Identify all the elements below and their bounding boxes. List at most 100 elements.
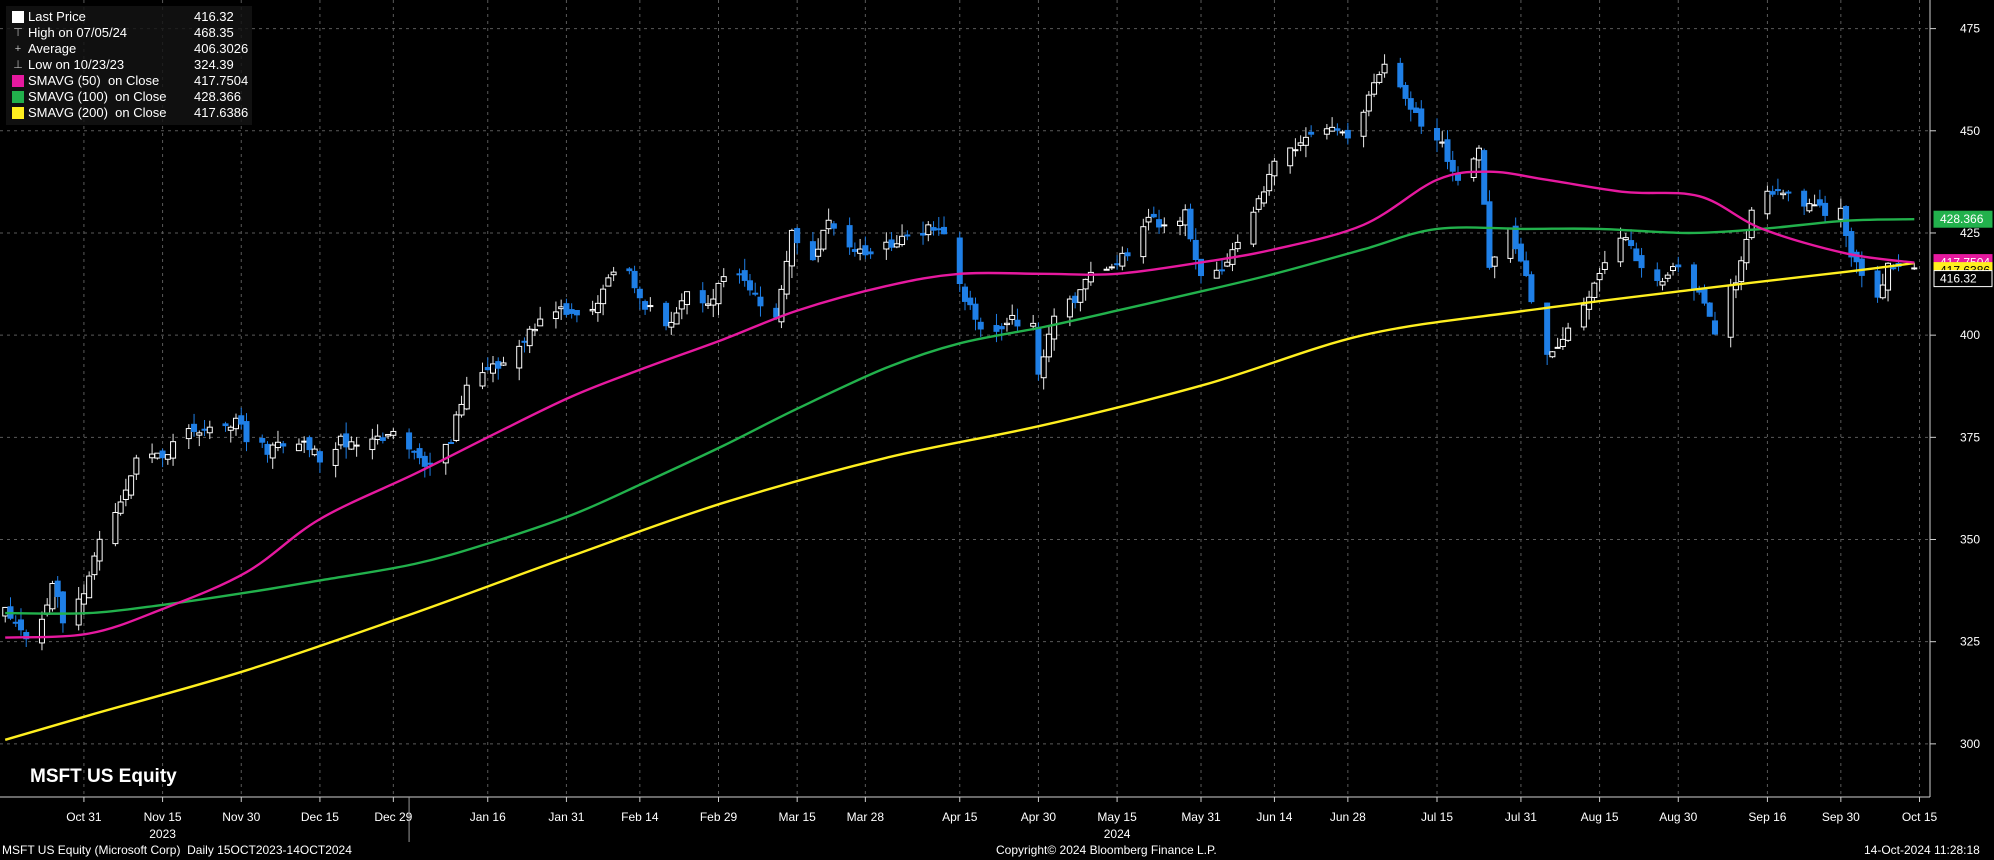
- candle-down: [1774, 189, 1781, 192]
- candle-up: [1119, 252, 1126, 267]
- candle-up: [1140, 226, 1147, 258]
- candle-down: [956, 237, 963, 285]
- candle-down: [636, 288, 643, 299]
- candle-down: [741, 270, 748, 281]
- candle-down: [1633, 248, 1640, 262]
- candle-down: [563, 303, 570, 315]
- candle-up: [610, 271, 617, 276]
- candle-up: [1066, 298, 1073, 318]
- candle-up: [500, 362, 507, 366]
- candle-down: [1785, 191, 1792, 194]
- plus-icon: +: [14, 43, 22, 55]
- candle-up: [75, 598, 82, 626]
- candle-down: [54, 580, 61, 598]
- candle-up: [1559, 338, 1566, 347]
- candle-down: [306, 437, 313, 451]
- candle-up: [1103, 268, 1110, 271]
- candle-down: [1344, 129, 1351, 139]
- candle-down: [773, 307, 780, 318]
- candle-down: [1308, 131, 1315, 135]
- candle-up: [295, 443, 302, 452]
- legend-item: SMAVG (50) on Close 417.7504: [10, 73, 248, 89]
- candle-up: [783, 260, 790, 295]
- candle-up: [883, 241, 890, 250]
- candle-up: [589, 308, 596, 312]
- legend-item-label: Low on 10/23/23: [28, 57, 125, 72]
- candle-down: [962, 286, 968, 302]
- candle-up: [227, 426, 234, 431]
- candle-down: [1114, 263, 1121, 266]
- candle-up: [117, 501, 124, 514]
- candle-up: [1491, 256, 1498, 267]
- candle-up: [1302, 136, 1309, 146]
- candle-down: [1407, 98, 1414, 110]
- candle-up: [678, 300, 685, 310]
- candle-down: [1675, 264, 1682, 268]
- legend-item: Last Price 416.32: [10, 9, 248, 25]
- candle-down: [379, 437, 386, 441]
- candle-down: [1690, 264, 1697, 291]
- candle-up: [38, 618, 45, 644]
- candle-down: [484, 367, 491, 371]
- year-label: 2024: [1104, 827, 1131, 841]
- candle-down: [1444, 139, 1451, 162]
- candle-up: [526, 328, 533, 347]
- candle-down: [1853, 251, 1860, 263]
- candle-down: [752, 292, 759, 295]
- x-tick-label: Dec 15: [301, 810, 339, 824]
- candle-down: [930, 227, 937, 231]
- candle-down: [746, 280, 753, 291]
- candle-up: [647, 305, 654, 308]
- x-tick-label: Oct 15: [1902, 810, 1938, 824]
- candle-down: [1711, 320, 1718, 335]
- candle-up: [128, 475, 135, 496]
- candle-up: [332, 448, 339, 466]
- candle-down: [993, 325, 1000, 332]
- candle-down: [935, 228, 942, 231]
- legend-item: ⊥ Low on 10/23/23 324.39: [10, 57, 248, 73]
- candle-up: [112, 512, 119, 545]
- candle-up: [552, 311, 559, 320]
- footer-security-info: MSFT US Equity (Microsoft Corp) Daily 15…: [2, 843, 352, 857]
- x-tick-label: Apr 30: [1021, 810, 1057, 824]
- axes: 300 325 350 375 400 425 450 475 Oct 31 Nov 15 Nov …: [0, 0, 1980, 842]
- legend-item-label: Last Price: [28, 9, 86, 24]
- candle-up: [122, 489, 129, 500]
- candle-up: [673, 312, 680, 325]
- price-tag-label: 428.366: [1940, 212, 1984, 226]
- candle-up: [1837, 207, 1844, 220]
- candle-up: [1743, 238, 1750, 264]
- candle-down: [1413, 107, 1420, 113]
- candle-down: [862, 245, 869, 256]
- candle-down: [1523, 260, 1530, 277]
- x-tick-label: Jun 28: [1330, 810, 1366, 824]
- candle-up: [1224, 261, 1231, 267]
- candle-up: [1234, 241, 1241, 250]
- candle-down: [23, 632, 30, 640]
- candle-down: [998, 326, 1005, 330]
- candle-up: [164, 454, 171, 460]
- candle-down: [411, 450, 418, 453]
- candle-down: [1858, 258, 1865, 276]
- candle-up: [1365, 94, 1372, 112]
- candle-up: [1565, 327, 1572, 341]
- candle-up: [558, 306, 565, 310]
- candle-up: [206, 426, 213, 434]
- candle-down: [1848, 231, 1855, 258]
- candle-down: [427, 462, 434, 465]
- candle-down: [12, 621, 19, 624]
- candle-up: [516, 345, 523, 369]
- candle-up: [1371, 82, 1378, 95]
- candle-down: [1187, 208, 1194, 240]
- candle-down: [416, 448, 423, 459]
- candle-down: [1874, 270, 1881, 298]
- y-tick-label: 450: [1960, 124, 1980, 138]
- candle-down: [809, 241, 816, 261]
- legend-item: + Average 406.3026: [10, 41, 248, 57]
- x-tick-label: Feb 29: [700, 810, 738, 824]
- y-tick-label: 375: [1960, 430, 1980, 444]
- x-tick-label: May 15: [1097, 810, 1137, 824]
- legend-item-label: SMAVG (200) on Close: [28, 105, 167, 120]
- legend-color-swatch: [12, 75, 24, 87]
- y-tick-label: 400: [1960, 328, 1980, 342]
